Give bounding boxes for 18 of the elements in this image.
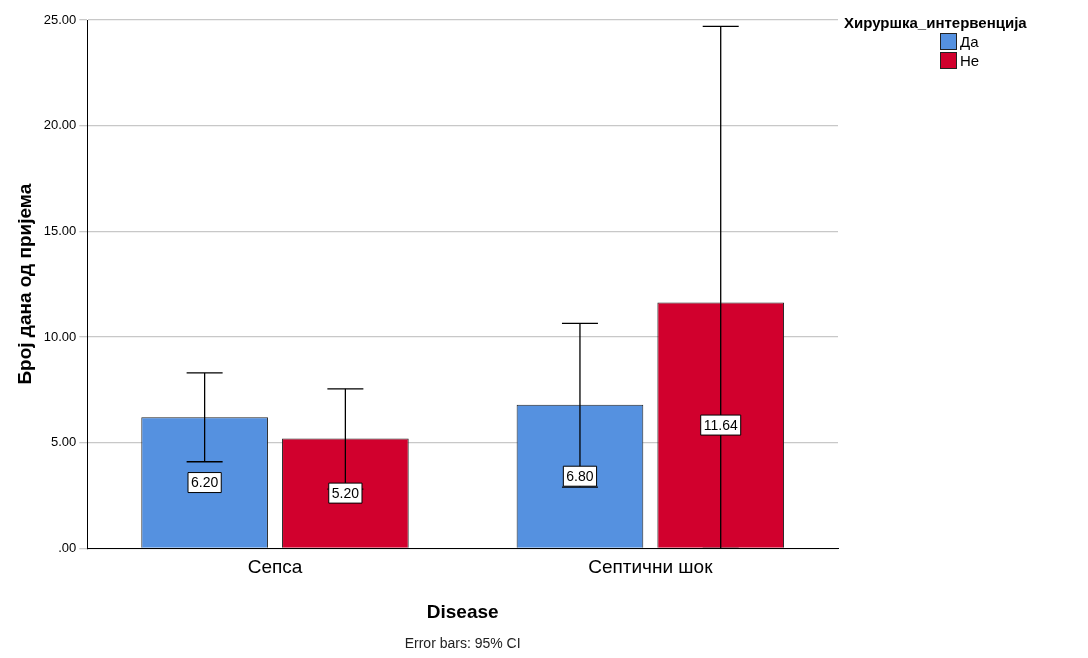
y-tick-label: 15.00 — [43, 222, 77, 238]
y-tick-label: 20.00 — [43, 117, 77, 133]
data-label: 11.64 — [703, 416, 738, 433]
data-label: 6.20 — [191, 474, 219, 491]
legend-label: Не — [960, 52, 980, 69]
text: Error bars: 95% CI — [404, 635, 521, 651]
y-tick-label: 5.00 — [51, 434, 77, 450]
y-tick-label: .00 — [58, 539, 77, 555]
y-axis-title: Број дана од пријема — [13, 183, 35, 385]
data-label: 5.20 — [331, 484, 360, 501]
x-tick-label: Септични шок — [588, 556, 714, 578]
x-axis-title: Disease — [426, 600, 499, 622]
y-tick-label: 25.00 — [43, 11, 77, 27]
legend-title: Хируршка_интервенција — [844, 14, 1028, 31]
x-tick-label: Сепса — [247, 556, 303, 578]
y-tick-label: 10.00 — [43, 328, 77, 344]
legend-label: Да — [960, 33, 979, 50]
data-label: 6.80 — [566, 468, 594, 485]
